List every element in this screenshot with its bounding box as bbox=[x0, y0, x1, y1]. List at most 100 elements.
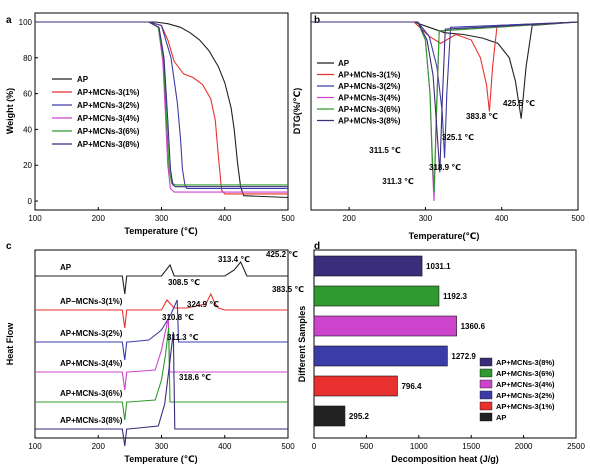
panel-c-peak-annotation: 425.2 ℃ bbox=[266, 250, 298, 259]
panel-a-ytick-label: 0 bbox=[28, 197, 33, 206]
panel-b-legend-label: AP+MCNs-3(8%) bbox=[338, 117, 401, 126]
panel-c-row-label: AP+MCNs-3(4%) bbox=[60, 359, 123, 368]
panel-c-xlabel: Temperature (℃) bbox=[124, 454, 197, 464]
panel-c-letter: c bbox=[6, 241, 12, 252]
panel-b-series-line bbox=[311, 21, 579, 119]
panel-d-letter: d bbox=[314, 241, 320, 252]
panel-c-peak-annotation: 318.6 ℃ bbox=[179, 373, 211, 382]
panel-a-weight-chart: a 100 200 300 400 500 0 20 40 60 80 100 AP AP+MCNs… bbox=[5, 12, 295, 236]
panel-d-bar bbox=[313, 255, 423, 277]
panel-d-xtick-label: 2500 bbox=[567, 442, 585, 451]
panel-d-bar bbox=[313, 405, 346, 427]
panel-a-letter: a bbox=[6, 15, 12, 26]
panel-a-legend-label: AP+MCNs-3(8%) bbox=[77, 140, 140, 149]
panel-a-xlabel: Temperature (℃) bbox=[124, 226, 197, 236]
panel-d-ylabel: Different Samples bbox=[297, 306, 307, 383]
panel-d-xlabel: Decomposition heat (J/g) bbox=[391, 454, 499, 464]
panel-b-peak-annotation: 383.8 ℃ bbox=[466, 112, 498, 121]
panel-d-legend-swatch bbox=[479, 390, 493, 400]
panel-d-legend-label: AP+MCNs-3(1%) bbox=[496, 402, 555, 411]
panel-a-series-line bbox=[35, 21, 289, 199]
panel-d-bar bbox=[313, 345, 448, 367]
panel-b-legend-label: AP+MCNs-3(6%) bbox=[338, 105, 401, 114]
panel-b-xtick-label: 500 bbox=[571, 214, 585, 223]
panel-a-legend-label: AP+MCNs-3(4%) bbox=[77, 114, 140, 123]
panel-d-decomposition-bar-chart: d 0 500 1000 1500 2000 2500 1031.1 1192.3 1360.… bbox=[297, 241, 585, 464]
panel-d-legend-label: AP+MCNs-3(8%) bbox=[496, 358, 555, 367]
panel-a-legend-label: AP+MCNs-3(2%) bbox=[77, 101, 140, 110]
panel-a-ylabel: Weight (%) bbox=[5, 88, 15, 134]
panel-d-legend-swatch bbox=[479, 412, 493, 422]
panel-a-xtick-label: 300 bbox=[155, 214, 169, 223]
panel-c-series-line bbox=[35, 317, 288, 391]
panel-b-peak-annotation: 325.1 ℃ bbox=[442, 133, 474, 142]
panel-c-peak-annotation: 324.9 ℃ bbox=[187, 300, 219, 309]
panel-c-peak-annotation: 311.3 ℃ bbox=[167, 333, 199, 342]
panel-c-xtick-label: 300 bbox=[155, 442, 169, 451]
panel-b-frame bbox=[310, 12, 579, 211]
panel-a-xtick-label: 200 bbox=[92, 214, 106, 223]
panel-a-xtick-label: 500 bbox=[281, 214, 295, 223]
panel-a-legend-label: AP+MCNs-3(1%) bbox=[77, 88, 140, 97]
panel-d-legend-swatch bbox=[479, 401, 493, 411]
panel-d-xtick-label: 500 bbox=[360, 442, 374, 451]
panel-c-ylabel: Heat Flow bbox=[5, 322, 15, 366]
panel-b-letter: b bbox=[314, 15, 320, 26]
panel-c-xtick-label: 500 bbox=[281, 442, 295, 451]
panel-b-ylabel: DTG(%/℃) bbox=[292, 88, 302, 134]
panel-b-legend-label: AP bbox=[338, 59, 350, 68]
panel-d-xtick-label: 1000 bbox=[410, 442, 428, 451]
panel-b-peak-annotation: 311.5 ℃ bbox=[369, 146, 401, 155]
panel-b-xtick-label: 300 bbox=[419, 214, 433, 223]
panel-c-heatflow-chart: c 100 200 300 400 500 AP AP−MCNs-3(1%) AP+MCNs… bbox=[5, 241, 304, 464]
panel-d-bar-value-label: 1360.6 bbox=[461, 322, 486, 331]
panel-c-peak-annotation: 308.5 ℃ bbox=[168, 278, 200, 287]
panel-c-xtick-label: 400 bbox=[218, 442, 232, 451]
panel-a-ytick-label: 100 bbox=[19, 18, 33, 27]
panel-c-series-line bbox=[35, 331, 288, 447]
panel-d-bar-value-label: 796.4 bbox=[401, 382, 422, 391]
panel-d-bar bbox=[313, 375, 398, 397]
panel-c-peak-annotation: 383.5 ℃ bbox=[272, 285, 304, 294]
panel-d-bar-value-label: 295.2 bbox=[349, 412, 370, 421]
panel-d-legend-swatch bbox=[479, 379, 493, 389]
panel-c-row-label: AP+MCNs-3(2%) bbox=[60, 329, 123, 338]
panel-b-legend-label: AP+MCNs-3(1%) bbox=[338, 71, 401, 80]
panel-a-series-line bbox=[35, 21, 288, 188]
panel-c-series-line bbox=[35, 299, 288, 361]
panel-c-xtick-label: 100 bbox=[28, 442, 42, 451]
panel-d-xtick-label: 0 bbox=[312, 442, 317, 451]
panel-a-ytick-label: 40 bbox=[23, 125, 32, 134]
panel-d-bar bbox=[313, 315, 457, 337]
panel-c-peak-annotation: 310.8 ℃ bbox=[162, 313, 194, 322]
panel-b-peak-annotation: 318.9 ℃ bbox=[429, 163, 461, 172]
panel-d-legend-label: AP bbox=[496, 413, 506, 422]
panel-b-dtg-chart: b 200 300 400 500 AP AP+MCNs-3(1%) AP+MCNs-3(… bbox=[292, 12, 585, 241]
panel-b-xlabel: Temperature(℃) bbox=[409, 231, 480, 241]
panel-d-bar bbox=[313, 285, 440, 307]
panel-b-legend-label: AP+MCNs-3(2%) bbox=[338, 82, 401, 91]
panel-d-legend-label: AP+MCNs-3(2%) bbox=[496, 391, 555, 400]
panel-b-peak-annotation: 311.3 ℃ bbox=[382, 177, 414, 186]
panel-d-bar-value-label: 1031.1 bbox=[426, 262, 451, 271]
panel-d-legend-label: AP+MCNs-3(4%) bbox=[496, 380, 555, 389]
panel-c-row-label: AP−MCNs-3(1%) bbox=[60, 297, 123, 306]
panel-c-series-line bbox=[35, 260, 288, 295]
panel-c-peak-annotation: 313.4 ℃ bbox=[218, 255, 250, 264]
panel-a-legend-label: AP+MCNs-3(6%) bbox=[77, 127, 140, 136]
panel-d-bar-value-label: 1272.9 bbox=[451, 352, 476, 361]
panel-c-series-line bbox=[35, 327, 288, 421]
panel-b-legend-label: AP+MCNs-3(4%) bbox=[338, 94, 401, 103]
panel-a-legend-label: AP bbox=[77, 75, 89, 84]
panel-d-legend-label: AP+MCNs-3(6%) bbox=[496, 369, 555, 378]
panel-b-xtick-label: 200 bbox=[342, 214, 356, 223]
panel-d-frame bbox=[313, 249, 577, 439]
panel-a-xtick-label: 400 bbox=[218, 214, 232, 223]
panel-b-peak-annotation: 425.5 ℃ bbox=[503, 99, 535, 108]
panel-d-legend-swatch bbox=[479, 357, 493, 367]
panel-a-xtick-label: 100 bbox=[28, 214, 42, 223]
panel-c-row-label: AP+MCNs-3(8%) bbox=[60, 416, 123, 425]
panel-a-ytick-label: 80 bbox=[23, 54, 32, 63]
panel-d-xtick-label: 2000 bbox=[515, 442, 533, 451]
